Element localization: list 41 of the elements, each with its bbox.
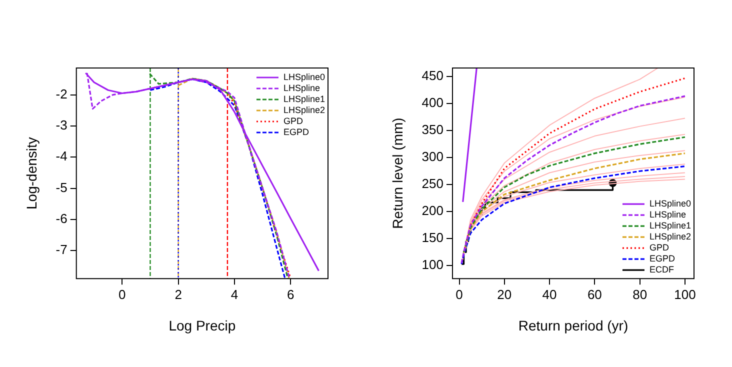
legend-label: LHSpline0 — [649, 198, 692, 209]
y-axis-title: Log-density — [23, 137, 40, 210]
x-tick-label: 4 — [230, 286, 238, 302]
y-tick-label: -6 — [56, 210, 68, 226]
x-tick-label: 60 — [587, 286, 602, 302]
x-tick-label: 0 — [456, 286, 463, 302]
legend-label: LHSpline1 — [283, 94, 326, 104]
y-tick-label: 350 — [422, 122, 444, 138]
x-axis-title: Return period (yr) — [518, 317, 628, 334]
legend-label: EGPD — [283, 126, 310, 137]
y-tick-label: -5 — [56, 180, 68, 195]
x-tick-label: 100 — [674, 286, 696, 302]
legend-label: LHSpline — [649, 210, 686, 220]
y-tick-label: 400 — [422, 95, 444, 110]
legend-label: EGPD — [649, 254, 676, 264]
x-tick-label: 2 — [174, 286, 182, 302]
legend-label: LHSpline0 — [283, 72, 326, 82]
legend-label: LHSpline1 — [649, 220, 692, 231]
x-tick-label: 20 — [497, 286, 512, 302]
x-axis-title: Log Precip — [168, 317, 236, 334]
y-tick-label: 200 — [422, 203, 444, 218]
y-tick-label: 450 — [422, 68, 444, 84]
y-tick-label: -2 — [56, 86, 68, 102]
y-axis-title: Return level (mm) — [389, 118, 406, 229]
legend-label: LHSpline2 — [649, 232, 692, 242]
legend-label: LHSpline2 — [283, 104, 326, 115]
y-tick-label: 250 — [422, 176, 444, 192]
x-tick-label: 6 — [287, 286, 294, 302]
x-tick-label: 80 — [632, 286, 648, 302]
legend-label: LHSpline — [283, 82, 320, 93]
y-tick-label: 150 — [422, 230, 444, 246]
y-tick-label: -4 — [56, 148, 68, 164]
y-tick-label: -7 — [56, 242, 68, 258]
legend-label: ECDF — [649, 264, 674, 275]
y-tick-label: -3 — [56, 118, 68, 133]
legend-label: GPD — [649, 242, 670, 253]
y-tick-label: 100 — [422, 257, 444, 272]
legend-label: GPD — [283, 116, 304, 126]
x-tick-label: 40 — [542, 286, 557, 302]
x-tick-label: 0 — [118, 286, 126, 302]
y-tick-label: 300 — [422, 149, 444, 164]
